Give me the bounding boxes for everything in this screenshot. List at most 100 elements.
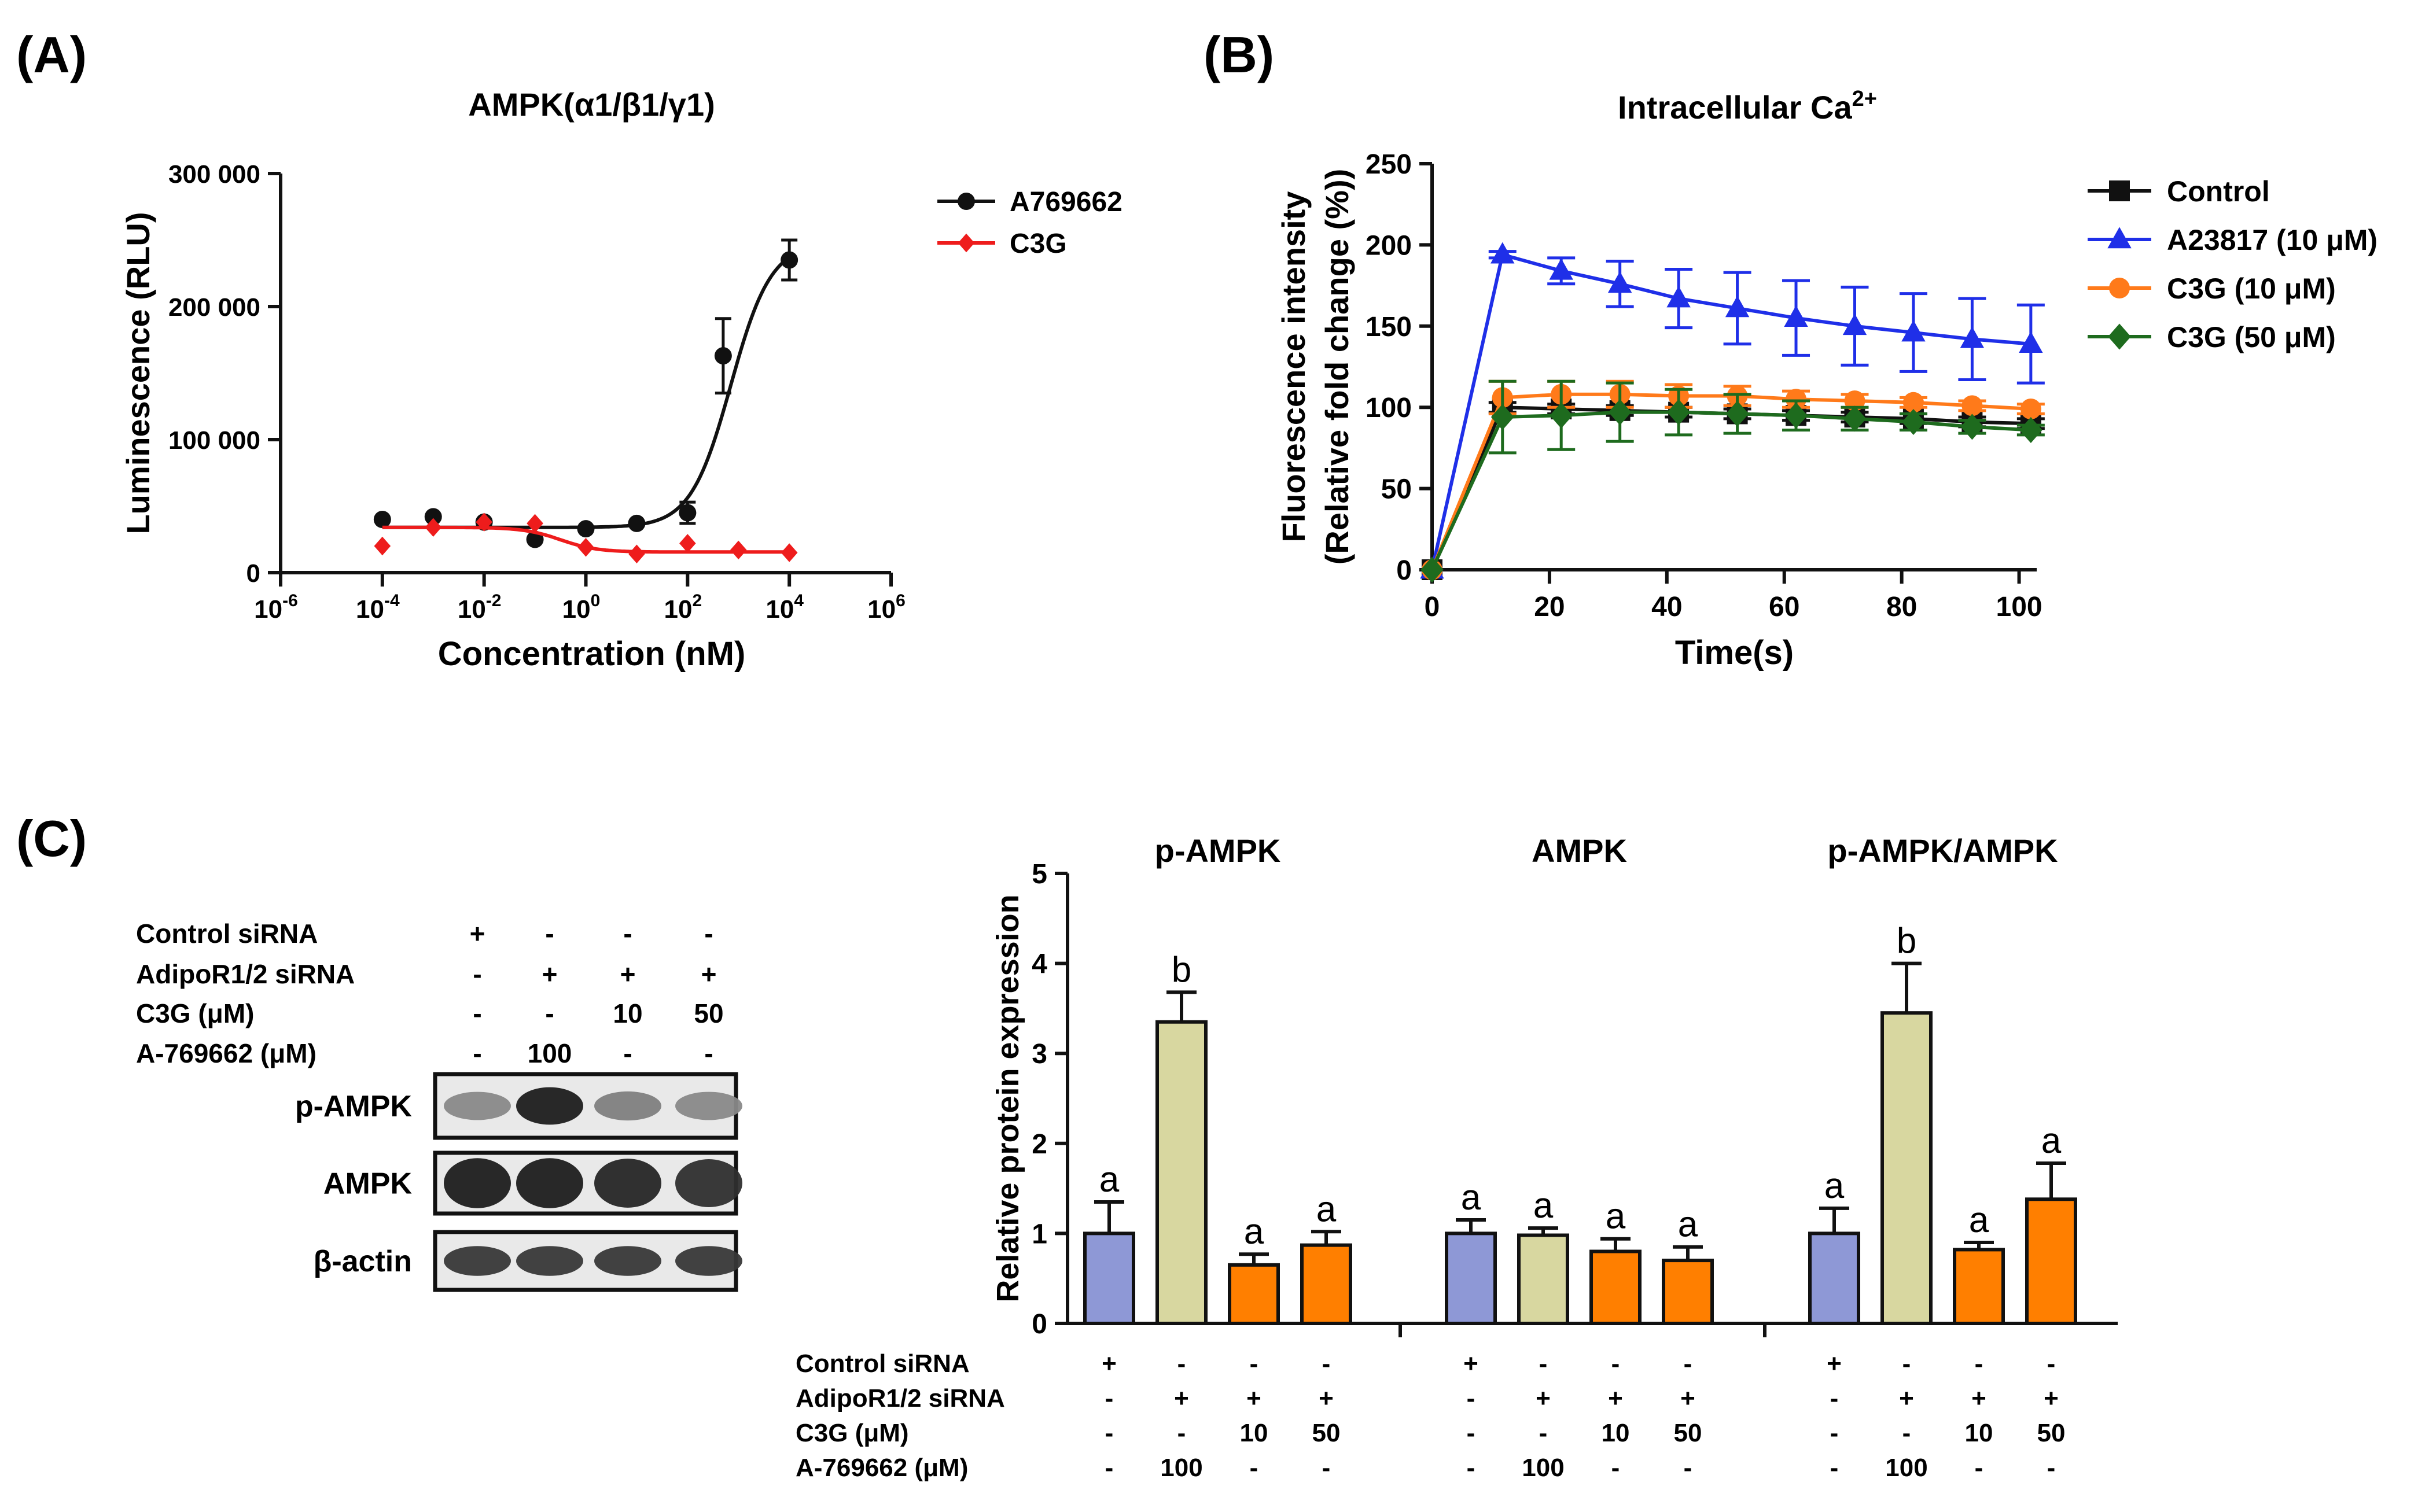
treatment-cell: 100: [1522, 1454, 1564, 1482]
x-tick-label: 100: [1996, 592, 2042, 622]
data-point: [476, 512, 492, 532]
x-tick-label: 104: [765, 591, 804, 624]
group-title: p-AMPK: [1155, 832, 1281, 869]
data-point: [1490, 242, 1515, 264]
panel-label-a: (A): [16, 26, 87, 83]
significance-letter: b: [1897, 921, 1916, 961]
bar: [1589, 1249, 1642, 1326]
treatment-cell: +: [1536, 1384, 1551, 1413]
treatment-cell: +: [1680, 1384, 1695, 1413]
treatment-cell: -: [1684, 1349, 1692, 1378]
y-axis-label: Luminescence (RLU): [120, 212, 156, 534]
blot-band: [444, 1246, 511, 1276]
bar: [1808, 1231, 1860, 1325]
treatment-row-label: C3G (μM): [796, 1419, 909, 1447]
y-tick-label: 300 000: [168, 160, 260, 189]
treatment-cell: -: [1250, 1454, 1258, 1482]
treatment-cell: 10: [1602, 1419, 1630, 1447]
y-tick-label: 3: [1032, 1039, 1047, 1070]
x-axis-label: Concentration (nM): [438, 635, 746, 673]
blot-band: [675, 1091, 742, 1120]
data-point: [424, 508, 442, 526]
legend-marker: [2109, 278, 2130, 298]
treatment-row-label: AdipoR1/2 siRNA: [136, 959, 355, 989]
legend-marker: [2107, 227, 2132, 249]
significance-letter: a: [1461, 1178, 1481, 1218]
error-bar: [1891, 961, 1922, 1013]
legend-marker: [2109, 180, 2130, 201]
blot-band: [675, 1159, 742, 1207]
treatment-cell: +: [542, 959, 558, 989]
legend-marker: [2108, 323, 2131, 350]
blot-band: [594, 1246, 661, 1276]
data-point: [1843, 405, 1867, 432]
treatment-cell: 50: [1312, 1419, 1341, 1447]
blot-band: [594, 1091, 661, 1121]
treatment-cell: -: [2047, 1349, 2056, 1378]
significance-letter: b: [1172, 950, 1191, 990]
data-point: [1842, 314, 1867, 335]
bar: [1300, 1243, 1352, 1325]
treatment-cell: +: [1246, 1384, 1261, 1413]
bar: [2025, 1197, 2077, 1325]
error-bar: [1094, 1200, 1124, 1234]
y-axis-label-line1: Fluorescence intensity: [1275, 191, 1312, 543]
treatment-cell: +: [1827, 1349, 1842, 1378]
x-tick-label: 106: [867, 591, 906, 624]
treatment-cell: -: [1902, 1349, 1911, 1378]
significance-letter: a: [1824, 1166, 1845, 1206]
significance-letter: a: [1099, 1160, 1120, 1200]
blot-band: [444, 1158, 511, 1208]
treatment-cell: -: [1177, 1349, 1186, 1378]
blot-treatment-table: Control siRNA + - - - AdipoR1/2 siRNA - + + + C3G …: [136, 919, 724, 1068]
y-tick-label: 100: [1366, 393, 1412, 423]
legend-label: A769662: [1010, 187, 1123, 217]
treatment-cell: 10: [613, 998, 642, 1028]
y-tick-label: 150: [1366, 312, 1412, 342]
treatment-cell: -: [1105, 1419, 1114, 1447]
legend-label: A23817 (10 μM): [2167, 224, 2378, 256]
data-point: [2020, 399, 2041, 420]
treatment-cell: -: [1611, 1454, 1620, 1482]
chart-title: Intracellular Ca2+: [1618, 87, 1877, 126]
treatment-cell: -: [1539, 1419, 1548, 1447]
data-point: [1960, 326, 1985, 348]
significance-letter: a: [1533, 1186, 1554, 1226]
error-bar: [1166, 990, 1197, 1022]
blot-band: [516, 1246, 583, 1276]
treatment-row-label: Control siRNA: [136, 919, 318, 949]
treatment-cell: +: [1174, 1384, 1189, 1413]
treatment-cell: -: [1177, 1419, 1186, 1447]
treatment-cell: -: [1684, 1454, 1692, 1482]
x-tick-label: 10-4: [356, 591, 400, 624]
data-point: [1420, 556, 1444, 583]
treatment-cell: -: [1250, 1349, 1258, 1378]
chart-title: AMPK(α1/β1/γ1): [468, 86, 715, 123]
y-tick-label: 0: [1032, 1309, 1047, 1340]
y-tick-label: 2: [1032, 1129, 1047, 1160]
treatment-cell: -: [1105, 1454, 1114, 1482]
legend-label: C3G (10 μM): [2167, 272, 2336, 305]
bar: [1880, 1011, 1933, 1326]
error-bar: [2036, 1161, 2066, 1200]
treatment-row-label: Control siRNA: [796, 1349, 970, 1378]
data-point: [1607, 271, 1632, 293]
treatment-cell: -: [1539, 1349, 1548, 1378]
legend-marker: [958, 193, 975, 210]
treatment-cell: -: [1975, 1349, 1983, 1378]
data-point: [373, 511, 391, 528]
data-point: [1960, 414, 1984, 440]
bar: [1445, 1231, 1497, 1325]
blot-band: [516, 1158, 583, 1208]
significance-letter: a: [1316, 1189, 1337, 1229]
treatment-cell: 10: [1240, 1419, 1268, 1447]
treatment-cell: -: [623, 919, 632, 949]
y-tick-label: 50: [1381, 474, 1412, 505]
bar-treatment-table: Control siRNA + - - - + - - - + - - - AdipoR1/2 siRNA…: [796, 1349, 2065, 1482]
data-point: [577, 520, 595, 538]
significance-letter: a: [1244, 1212, 1264, 1252]
treatment-cell: 100: [528, 1038, 572, 1068]
treatment-cell: -: [1830, 1454, 1839, 1482]
y-tick-label: 200 000: [168, 293, 260, 322]
treatment-cell: -: [1611, 1349, 1620, 1378]
